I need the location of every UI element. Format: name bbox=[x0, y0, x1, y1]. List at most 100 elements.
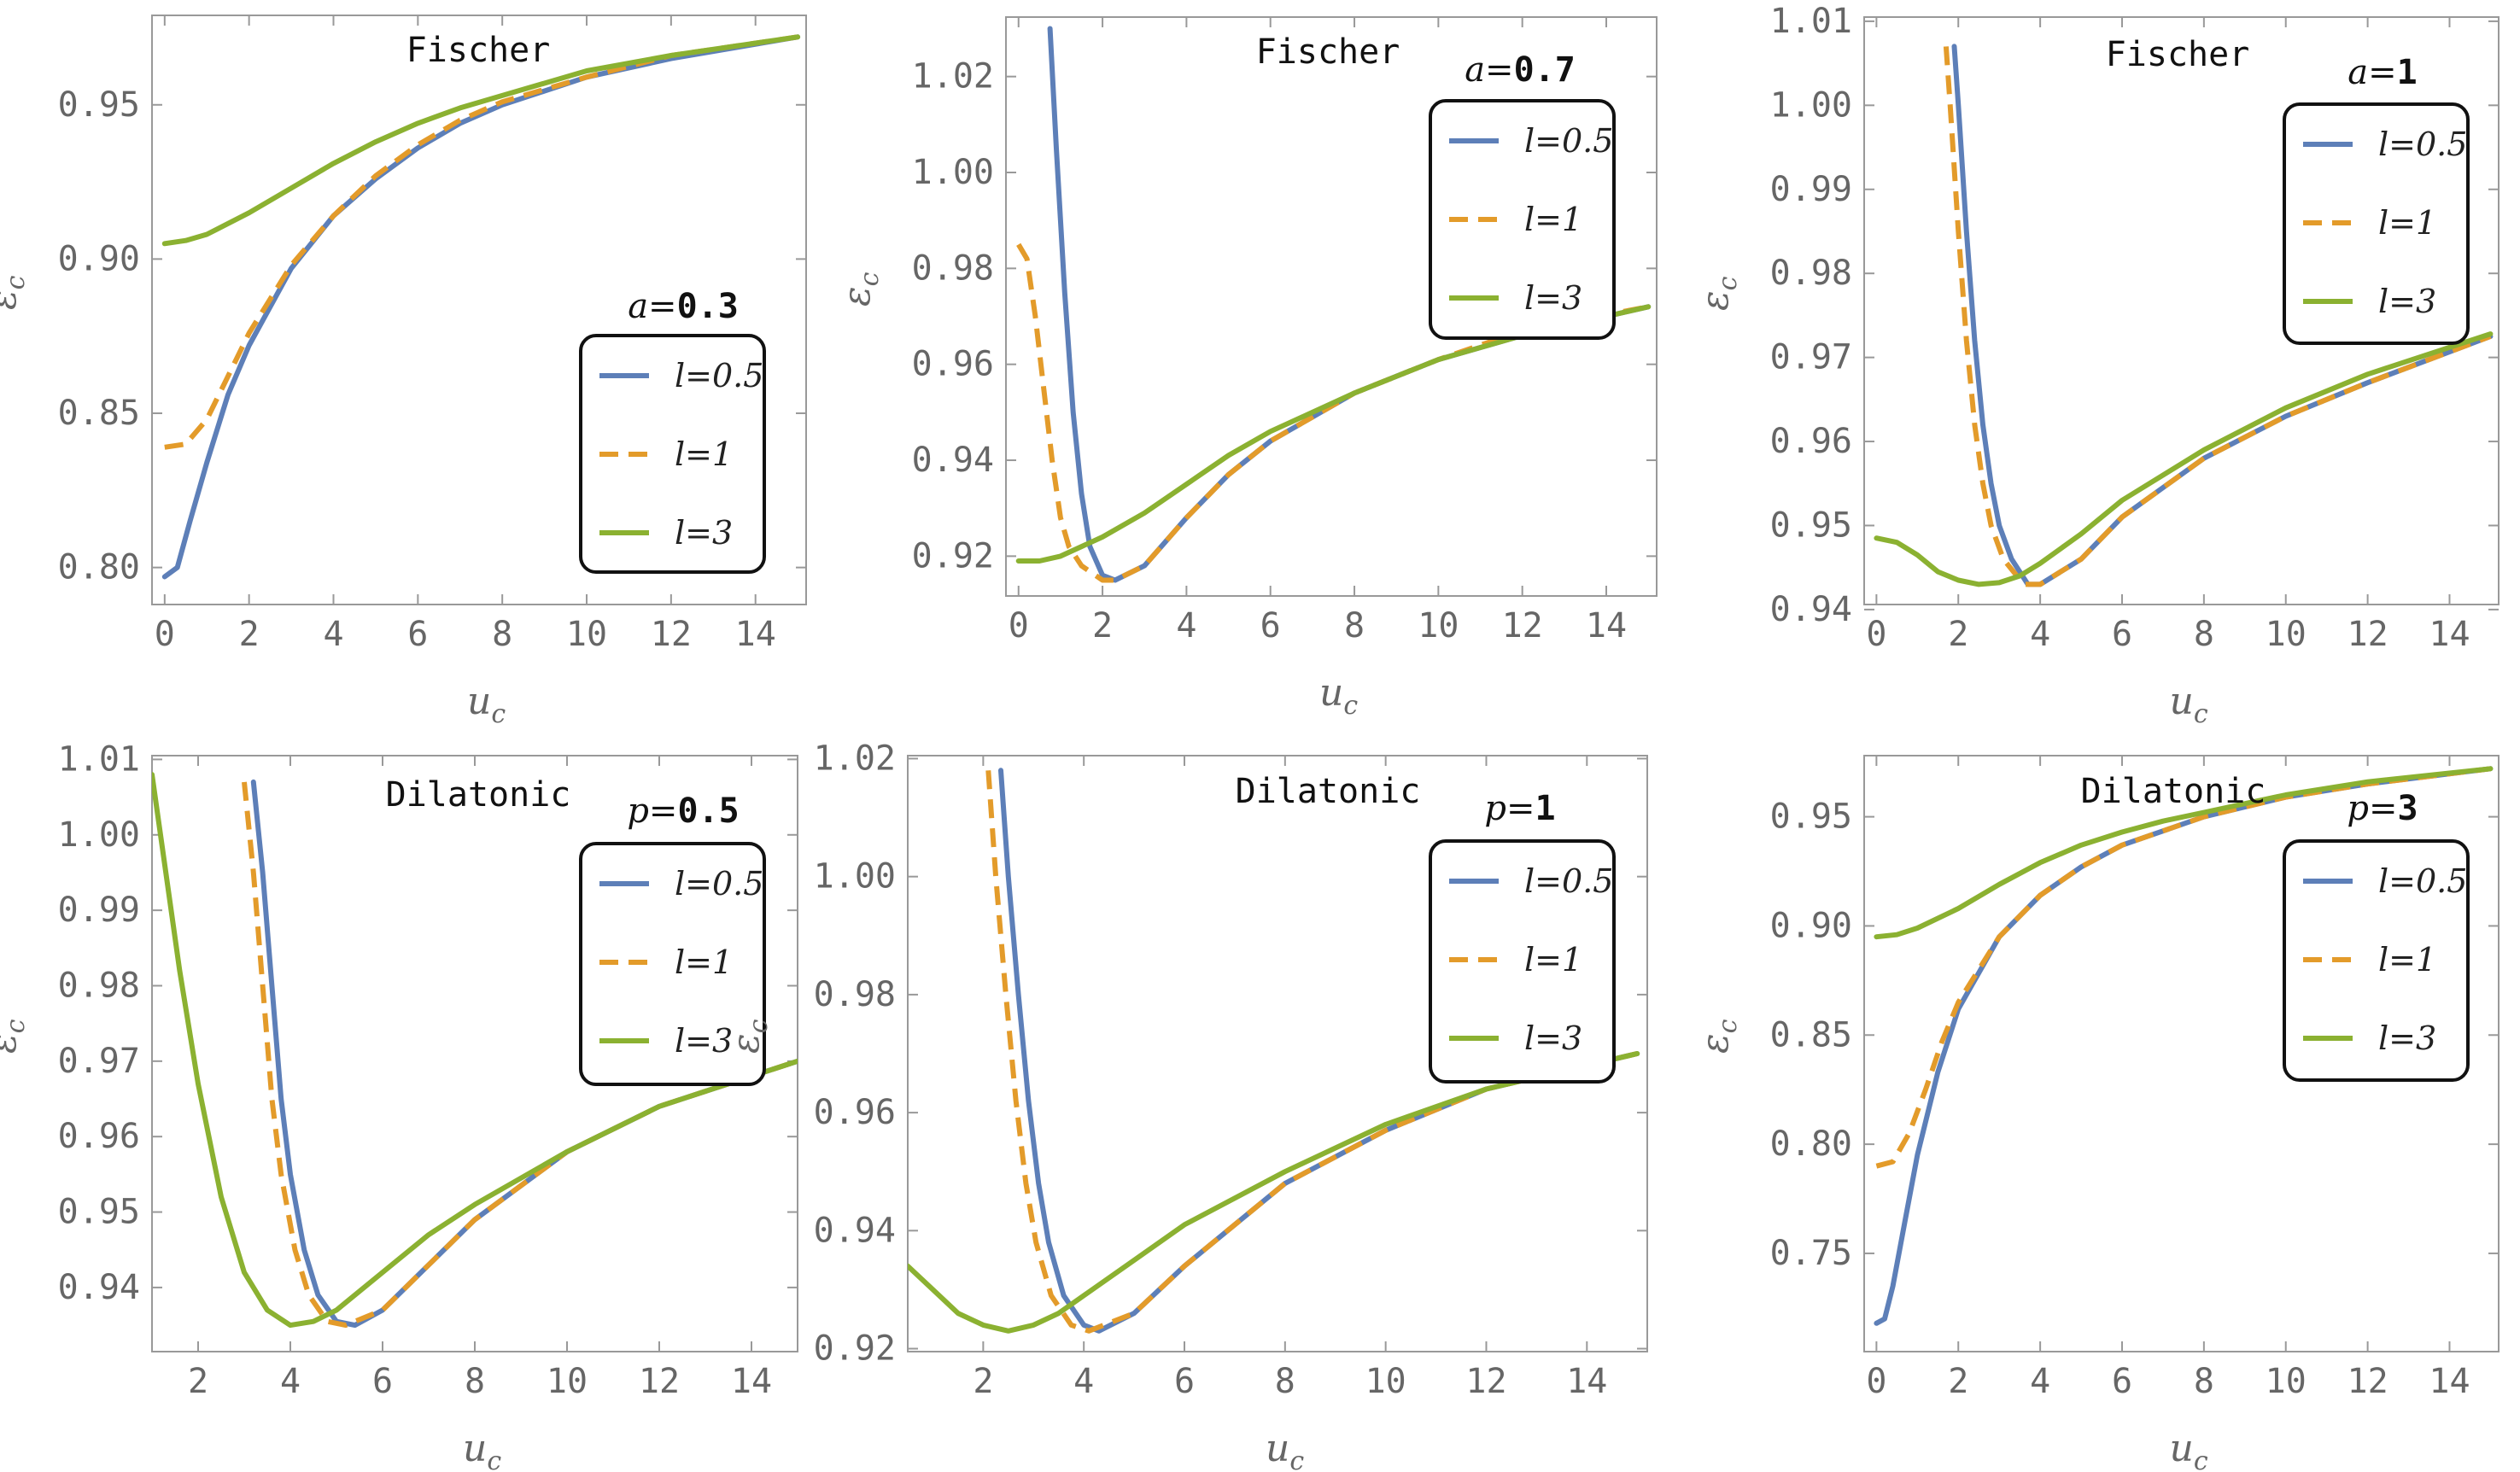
series-line-l1 bbox=[242, 781, 798, 1329]
legend-entry-label: l=0.5 bbox=[675, 865, 763, 902]
param-name: p bbox=[1484, 789, 1506, 828]
y-axis-label-sub: c bbox=[855, 272, 885, 286]
y-tick-label: 0.94 bbox=[1770, 590, 1852, 629]
param-value: 0.5 bbox=[677, 791, 739, 831]
param-annotation: p=1 bbox=[1484, 789, 1555, 828]
legend-entry-label: l=0.5 bbox=[2378, 126, 2467, 163]
x-tick-label: 8 bbox=[1344, 606, 1365, 645]
x-axis-label-main: u bbox=[463, 1427, 487, 1470]
param-equals: = bbox=[649, 791, 678, 831]
x-tick-label: 14 bbox=[1566, 1362, 1607, 1401]
param-equals: = bbox=[648, 287, 677, 326]
y-tick-label: 0.96 bbox=[58, 1117, 140, 1156]
x-axis-label: uc bbox=[463, 1427, 501, 1472]
y-tick-label: 1.00 bbox=[912, 153, 994, 192]
x-axis-label: uc bbox=[2170, 1427, 2208, 1472]
panel-title: Fischer bbox=[2106, 35, 2250, 74]
legend-entry-label: l=0.5 bbox=[1524, 122, 1613, 160]
series-line-l3 bbox=[908, 1051, 1640, 1334]
legend-entry-label: l=0.5 bbox=[1524, 862, 1613, 900]
y-tick-label: 0.94 bbox=[814, 1211, 896, 1250]
legend: l=0.5 l=1 l=3 bbox=[2283, 102, 2470, 345]
panel-title: Dilatonic bbox=[2081, 772, 2266, 811]
y-axis-label-main: ε bbox=[835, 286, 879, 307]
param-annotation: a=1 bbox=[2348, 53, 2417, 92]
series-line-l3 bbox=[161, 34, 801, 247]
x-tick-label: 12 bbox=[1502, 606, 1543, 645]
legend-entry-label: l=1 bbox=[675, 943, 733, 981]
param-name: p bbox=[627, 791, 649, 831]
legend-box bbox=[2283, 102, 2470, 345]
param-annotation: p=0.5 bbox=[627, 791, 739, 831]
y-axis-label-sub: c bbox=[1, 1019, 31, 1033]
series-line-l1 bbox=[985, 770, 1638, 1334]
x-tick-label: 6 bbox=[1260, 606, 1281, 645]
y-axis-label: εc bbox=[724, 1019, 774, 1054]
x-tick-label: 2 bbox=[239, 615, 260, 654]
x-tick-label: 2 bbox=[188, 1362, 208, 1401]
x-tick-label: 8 bbox=[2194, 615, 2214, 654]
legend: l=0.5 l=1 l=3 bbox=[1429, 99, 1616, 340]
y-axis-label-sub: c bbox=[744, 1019, 774, 1033]
legend-entry-label: l=3 bbox=[675, 1022, 733, 1060]
plot-frame bbox=[1863, 16, 2500, 605]
y-tick-label: 0.98 bbox=[1770, 254, 1852, 293]
series-line-l1 bbox=[1875, 766, 2491, 1169]
y-tick-label: 1.00 bbox=[814, 857, 896, 897]
y-tick-label: 0.99 bbox=[58, 891, 140, 930]
x-tick-label: 14 bbox=[1586, 606, 1627, 645]
param-equals: = bbox=[1506, 789, 1535, 828]
x-tick-label: 4 bbox=[280, 1362, 301, 1401]
x-axis-label-main: u bbox=[2170, 1427, 2194, 1470]
y-tick-label: 0.96 bbox=[1770, 422, 1852, 461]
x-axis-label-main: u bbox=[1319, 671, 1343, 715]
legend: l=0.5 l=1 l=3 bbox=[1429, 839, 1616, 1084]
y-tick-label: 0.94 bbox=[912, 441, 994, 480]
legend-entry-label: l=1 bbox=[1524, 201, 1582, 238]
y-tick-label: 0.85 bbox=[58, 394, 140, 433]
x-axis-label: uc bbox=[1319, 671, 1358, 721]
chart-panel-4: 2 4 6 8 10 12 14 0.94 0.95 0.96 0.97 0.98 0.99 1.00 1.… bbox=[0, 739, 798, 1472]
plot-frame bbox=[1863, 755, 2500, 1352]
legend-box bbox=[579, 842, 766, 1086]
x-tick-label: 8 bbox=[2194, 1362, 2214, 1401]
y-tick-label: 0.95 bbox=[58, 1193, 140, 1232]
legend-entry-label: l=3 bbox=[2378, 1019, 2436, 1057]
chart-panel-5: 2 4 6 8 10 12 140.920.940.960.981.001.02ucεcDi… bbox=[724, 739, 1648, 1472]
y-axis-label-main: ε bbox=[0, 289, 25, 310]
x-tick-label: 14 bbox=[731, 1362, 772, 1401]
x-tick-label: 4 bbox=[1176, 606, 1196, 645]
y-axis-label-main: ε bbox=[1693, 290, 1737, 311]
plot-frame bbox=[907, 755, 1648, 1352]
x-tick-label: 14 bbox=[2429, 615, 2470, 654]
x-tick-label: 4 bbox=[1073, 1362, 1094, 1401]
x-axis-label-sub: c bbox=[2194, 699, 2208, 729]
x-tick-label: 6 bbox=[1174, 1362, 1195, 1401]
x-tick-label: 12 bbox=[2348, 615, 2388, 654]
x-axis-label-sub: c bbox=[1343, 691, 1358, 721]
panel-title: Fischer bbox=[1256, 32, 1400, 72]
param-value: 3 bbox=[2398, 789, 2418, 828]
panel-title: Dilatonic bbox=[1236, 772, 1421, 811]
y-tick-label: 0.98 bbox=[814, 975, 896, 1014]
x-axis-label: uc bbox=[1266, 1427, 1304, 1472]
param-equals: = bbox=[2369, 789, 2398, 828]
legend-entry-label: l=1 bbox=[2378, 941, 2436, 978]
x-tick-label: 4 bbox=[2030, 1362, 2050, 1401]
legend-entry-label: l=3 bbox=[1524, 279, 1582, 317]
legend-box bbox=[2283, 839, 2470, 1082]
param-value: 0.3 bbox=[677, 287, 739, 326]
x-axis-label-main: u bbox=[467, 680, 491, 723]
y-axis-label-main: ε bbox=[724, 1033, 768, 1054]
x-tick-label: 8 bbox=[465, 1362, 485, 1401]
x-tick-label: 2 bbox=[1948, 615, 1968, 654]
plot-frame bbox=[1005, 16, 1658, 597]
x-tick-label: 0 bbox=[1866, 1362, 1886, 1401]
y-axis-label-main: ε bbox=[0, 1033, 25, 1054]
y-tick-label: 0.90 bbox=[58, 239, 140, 278]
param-value: 1 bbox=[1535, 789, 1556, 828]
x-tick-label: 14 bbox=[2429, 1362, 2470, 1401]
x-tick-label: 12 bbox=[651, 615, 692, 654]
x-tick-label: 10 bbox=[2266, 1362, 2307, 1401]
